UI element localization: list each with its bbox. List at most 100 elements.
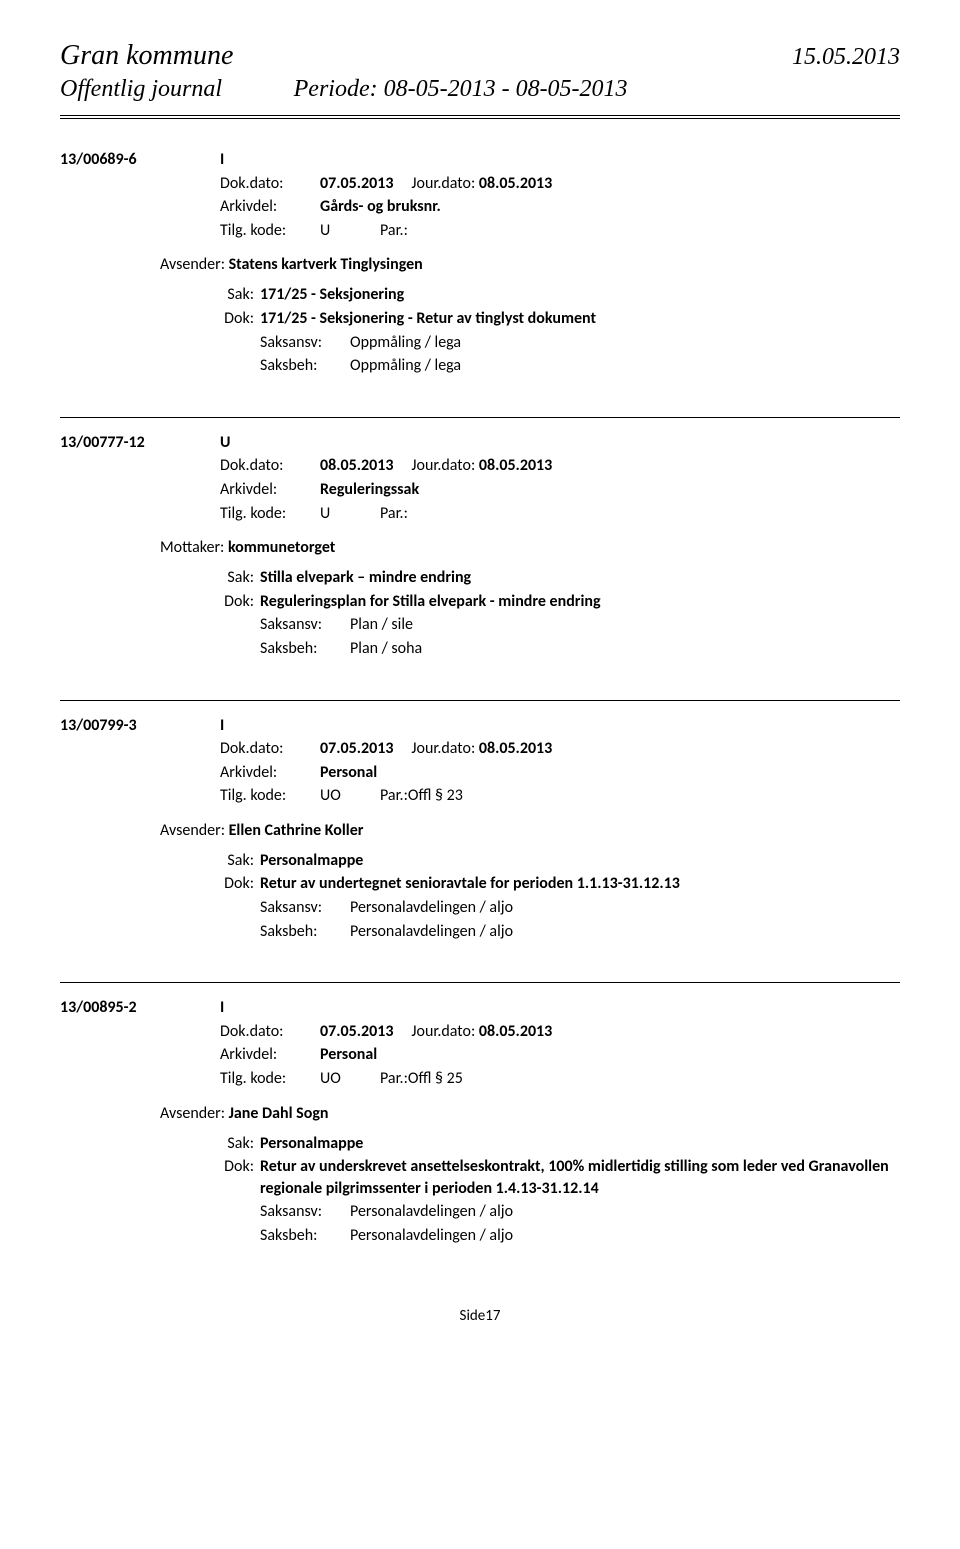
- arkivdel: Personal: [320, 1044, 377, 1066]
- arkivdel: Gårds- og bruksnr.: [320, 196, 441, 218]
- dok: Reguleringsplan for Stilla elvepark - mi…: [260, 591, 900, 613]
- saksansv: Personalavdelingen / aljo: [350, 897, 513, 919]
- tilgkode-label: Tilg. kode:: [220, 220, 320, 242]
- saksansv-label: Saksansv:: [260, 332, 350, 354]
- journal-entry: 13/00799-3IDok.dato:07.05.2013Jour.dato:…: [60, 700, 900, 943]
- saksansv-label: Saksansv:: [260, 897, 350, 919]
- sak-label: Sak:: [220, 850, 260, 872]
- header-row: Gran kommune 15.05.2013: [60, 40, 900, 72]
- tilgkode: U: [320, 503, 380, 525]
- saksansv: Personalavdelingen / aljo: [350, 1201, 513, 1223]
- dok: 171/25 - Seksjonering - Retur av tinglys…: [260, 308, 900, 330]
- arkivdel-label: Arkivdel:: [220, 1044, 320, 1066]
- tilgkode: U: [320, 220, 380, 242]
- tilgkode: UO: [320, 785, 380, 807]
- par-label: Par.:: [380, 220, 408, 242]
- jourdato: 08.05.2013: [479, 174, 552, 193]
- par-label: Par.:: [380, 1068, 408, 1090]
- jourdato: 08.05.2013: [479, 1022, 552, 1041]
- sak-label: Sak:: [220, 284, 260, 306]
- par-label: Par.:: [380, 785, 408, 807]
- subheader: Offentlig journal Periode: 08-05-2013 - …: [60, 76, 900, 103]
- saksansv: Plan / sile: [350, 614, 413, 636]
- saksbeh: Oppmåling / lega: [350, 355, 461, 377]
- entry-id: 13/00777-12: [60, 432, 220, 454]
- dokdato: 08.05.2013: [320, 455, 393, 477]
- jourdato: 08.05.2013: [479, 456, 552, 475]
- tilgkode: UO: [320, 1068, 380, 1090]
- sak: Stilla elvepark – mindre endring: [260, 567, 900, 589]
- journal-entry: 13/00689-6IDok.dato:07.05.2013 Jour.dato:…: [60, 149, 900, 377]
- org-name: Gran kommune: [60, 40, 233, 72]
- journal-entry: 13/00777-12UDok.dato:08.05.2013Jour.dato…: [60, 417, 900, 660]
- tilgkode-label: Tilg. kode:: [220, 785, 320, 807]
- sak-label: Sak:: [220, 1133, 260, 1155]
- saksbeh-label: Saksbeh:: [260, 355, 350, 377]
- dok: Retur av undertegnet senioravtale for pe…: [260, 873, 900, 895]
- arkivdel-label: Arkivdel:: [220, 479, 320, 501]
- entry-id: 13/00689-6: [60, 149, 220, 171]
- dokdato-label: Dok.dato:: [220, 173, 320, 195]
- entry-type: I: [220, 997, 260, 1019]
- dok-label: Dok:: [220, 873, 260, 895]
- jourdato-label: Jour.dato:: [411, 739, 475, 758]
- jourdato-label: Jour.dato:: [411, 174, 475, 193]
- entry-separator: [60, 417, 900, 418]
- arkivdel: Reguleringssak: [320, 479, 419, 501]
- entry-separator: [60, 982, 900, 983]
- tilgkode-label: Tilg. kode:: [220, 503, 320, 525]
- arkivdel-label: Arkivdel:: [220, 762, 320, 784]
- jourdato-label: Jour.dato:: [411, 1022, 475, 1041]
- sak-label: Sak:: [220, 567, 260, 589]
- arkivdel: Personal: [320, 762, 377, 784]
- sak: Personalmappe: [260, 1133, 900, 1155]
- dokdato-label: Dok.dato:: [220, 738, 320, 760]
- par: Offl § 25: [408, 1068, 463, 1090]
- jourdato-label: Jour.dato:: [411, 456, 475, 475]
- saksbeh-label: Saksbeh:: [260, 1225, 350, 1247]
- saksbeh: Personalavdelingen / aljo: [350, 1225, 513, 1247]
- period: Periode: 08-05-2013 - 08-05-2013: [294, 76, 628, 102]
- sender: kommunetorget: [228, 538, 335, 557]
- entry-separator: [60, 700, 900, 701]
- jourdato: 08.05.2013: [479, 739, 552, 758]
- tilgkode-label: Tilg. kode:: [220, 1068, 320, 1090]
- saksansv: Oppmåling / lega: [350, 332, 461, 354]
- sender-label: Avsender:: [160, 1104, 225, 1123]
- sender: Statens kartverk Tinglysingen: [229, 255, 423, 274]
- dokdato-label: Dok.dato:: [220, 1021, 320, 1043]
- sender: Jane Dahl Sogn: [229, 1104, 329, 1123]
- journal-entry: 13/00895-2IDok.dato:07.05.2013 Jour.dato:…: [60, 982, 900, 1246]
- arkivdel-label: Arkivdel:: [220, 196, 320, 218]
- dokdato: 07.05.2013: [320, 1021, 393, 1043]
- sak: 171/25 - Seksjonering: [260, 284, 900, 306]
- journal-title: Offentlig journal: [60, 76, 290, 103]
- par-label: Par.:: [380, 503, 408, 525]
- dok-label: Dok:: [220, 591, 260, 613]
- saksansv-label: Saksansv:: [260, 1201, 350, 1223]
- entry-type: I: [220, 715, 260, 737]
- dokdato: 07.05.2013: [320, 173, 393, 195]
- dokdato-label: Dok.dato:: [220, 455, 320, 477]
- dok: Retur av underskrevet ansettelseskontrak…: [260, 1156, 900, 1199]
- rule-top: [60, 115, 900, 119]
- sender: Ellen Cathrine Koller: [229, 821, 364, 840]
- dok-label: Dok:: [220, 308, 260, 330]
- saksbeh: Personalavdelingen / aljo: [350, 921, 513, 943]
- saksbeh-label: Saksbeh:: [260, 638, 350, 660]
- saksansv-label: Saksansv:: [260, 614, 350, 636]
- entry-type: U: [220, 432, 260, 454]
- dok-label: Dok:: [220, 1156, 260, 1199]
- sender-label: Avsender:: [160, 255, 225, 274]
- sender-label: Avsender:: [160, 821, 225, 840]
- entry-type: I: [220, 149, 260, 171]
- entries-container: 13/00689-6IDok.dato:07.05.2013Jour.dato:…: [60, 149, 900, 1247]
- saksbeh: Plan / soha: [350, 638, 422, 660]
- saksbeh-label: Saksbeh:: [260, 921, 350, 943]
- page-footer: Side17: [60, 1307, 900, 1325]
- entry-id: 13/00895-2: [60, 997, 220, 1019]
- sender-label: Mottaker:: [160, 538, 224, 557]
- par: Offl § 23: [408, 785, 463, 807]
- header-date: 15.05.2013: [792, 44, 900, 71]
- sak: Personalmappe: [260, 850, 900, 872]
